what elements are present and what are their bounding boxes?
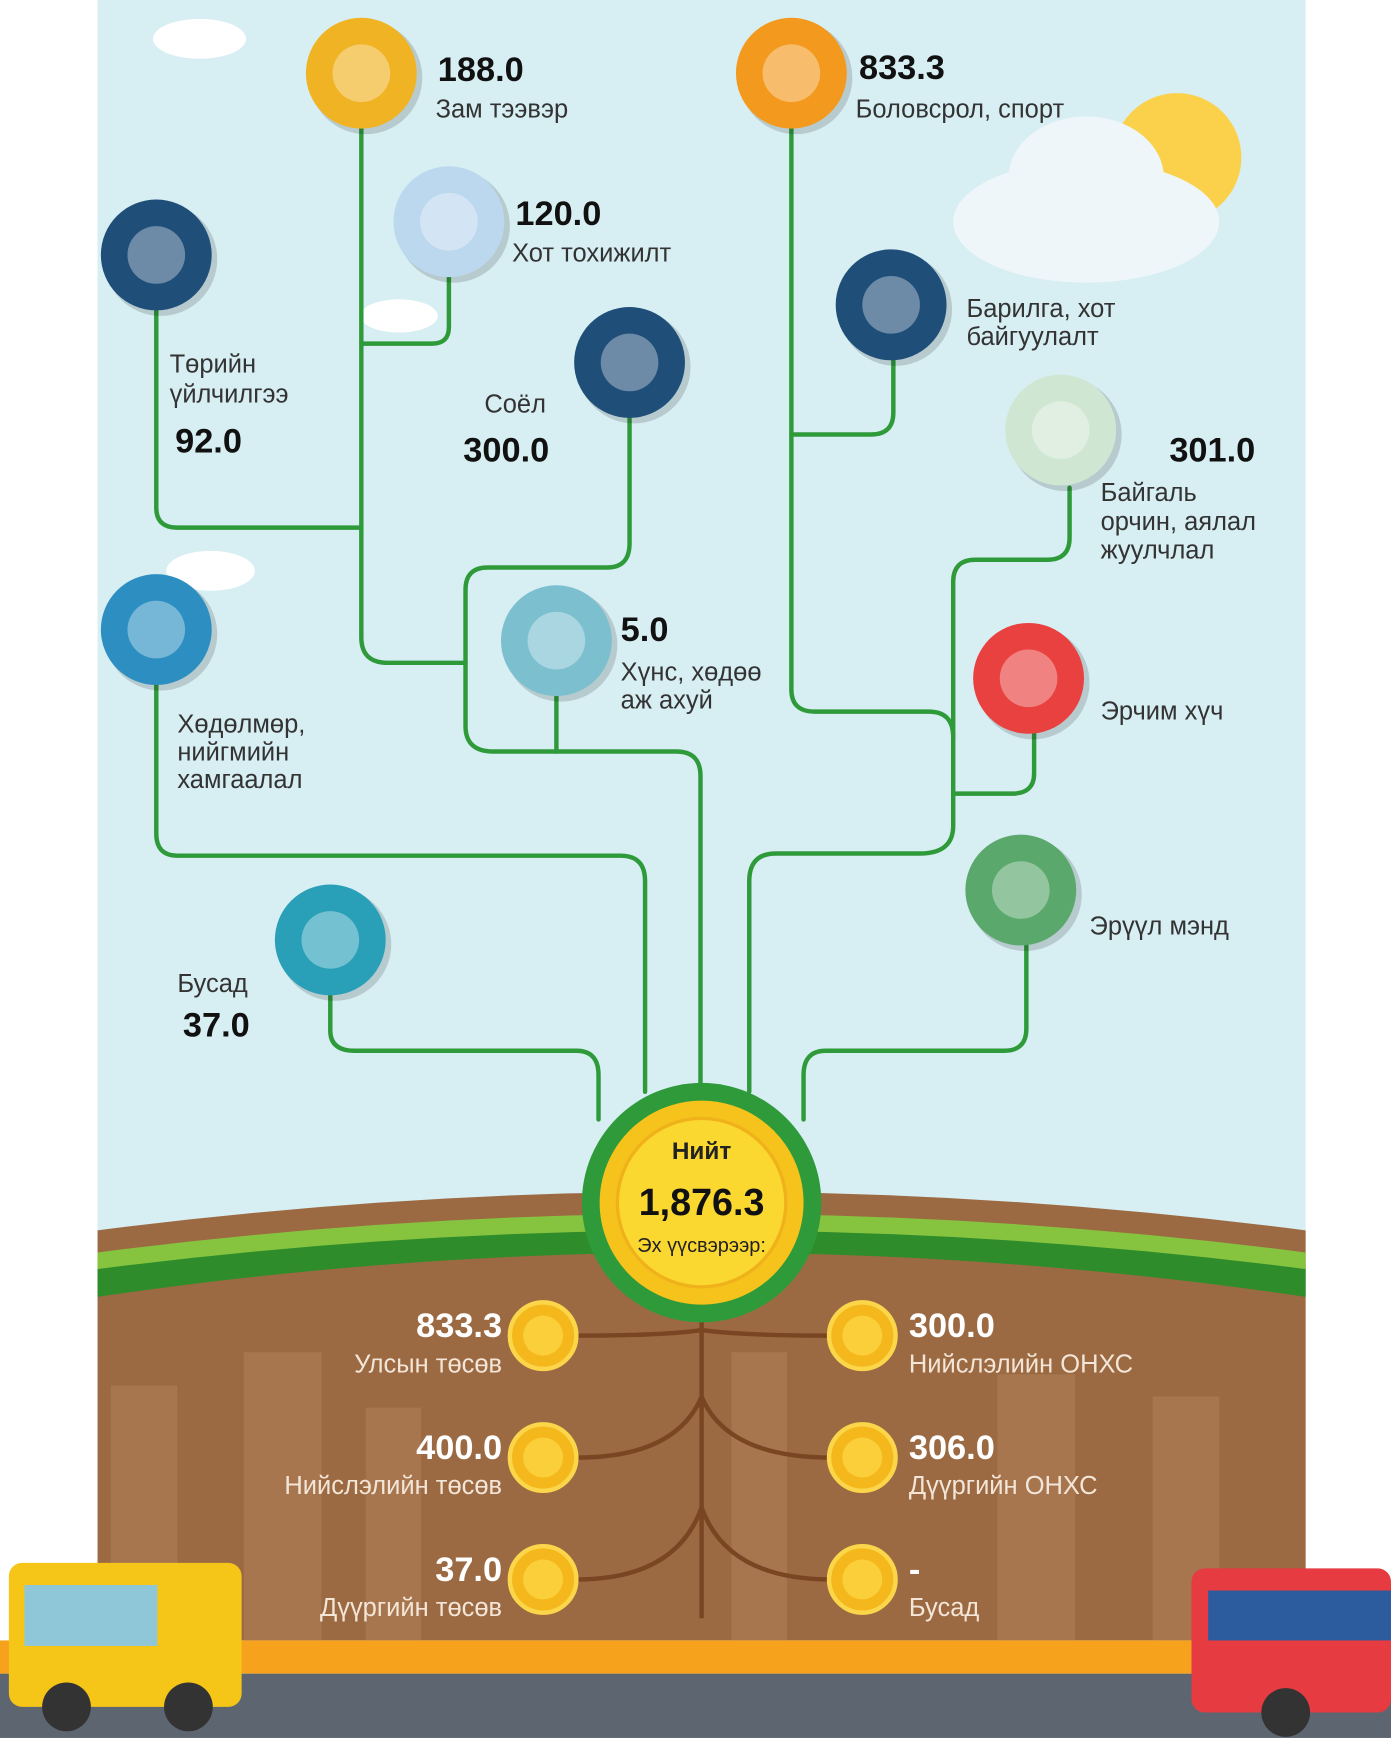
- node-icon-inner: [1000, 650, 1058, 708]
- node-icon-inner: [862, 276, 920, 334]
- node-icon-inner: [992, 861, 1050, 919]
- sector-label: Эрүүл мэнд: [1090, 912, 1230, 940]
- sector-label: Зам тээвэр: [436, 96, 569, 124]
- sector-label: Эрчим хүч: [1101, 697, 1224, 725]
- source-label: Дүүргийн төсөв: [320, 1594, 502, 1622]
- sector-label: орчин, аялал: [1101, 508, 1256, 536]
- sector-label: Боловсрол, спорт: [856, 96, 1065, 124]
- coin-inner: [842, 1316, 882, 1356]
- sector-value: 833.3: [859, 49, 945, 87]
- sector-label: байгуулалт: [966, 323, 1099, 351]
- coin-inner: [523, 1316, 563, 1356]
- sector-label: Бусад: [177, 970, 248, 998]
- sector-label: хамгаалал: [177, 766, 302, 794]
- total-title: Нийт: [672, 1138, 732, 1165]
- sector-label: аж ахуй: [621, 686, 713, 714]
- source-label: Дүүргийн ОНХС: [909, 1472, 1098, 1500]
- source-value: 306.0: [909, 1429, 995, 1467]
- node-icon-inner: [127, 226, 185, 284]
- sector-value: 300.0: [463, 431, 549, 469]
- sector-label: Соёл: [484, 390, 546, 418]
- source-label: Бусад: [909, 1594, 980, 1622]
- source-label: Нийслэлийн төсөв: [284, 1472, 502, 1500]
- coin-inner: [523, 1560, 563, 1600]
- total-value: 1,876.3: [639, 1181, 765, 1223]
- source-label: Нийслэлийн ОНХС: [909, 1350, 1133, 1378]
- sector-label: үйлчилгээ: [170, 380, 289, 408]
- node-icon-inner: [127, 601, 185, 659]
- source-value: 400.0: [416, 1429, 502, 1467]
- total-subtitle: Эх үүсвэрээр:: [637, 1235, 766, 1257]
- sector-value: 92.0: [175, 422, 242, 460]
- sector-label: Төрийн: [170, 351, 256, 379]
- node-icon-inner: [301, 911, 359, 969]
- sector-value: 120.0: [515, 195, 601, 233]
- node-icon-inner: [763, 44, 821, 102]
- sector-label: Байгаль: [1101, 479, 1197, 507]
- node-icon-inner: [601, 334, 659, 392]
- sector-label: жуулчлал: [1101, 537, 1215, 565]
- sector-value: 188.0: [438, 51, 524, 89]
- node-icon-inner: [1032, 401, 1090, 459]
- node-icon-inner: [528, 612, 586, 670]
- coin-inner: [842, 1560, 882, 1600]
- source-value: -: [909, 1551, 920, 1589]
- sector-label: Барилга, хот: [966, 295, 1115, 323]
- source-value: 37.0: [435, 1551, 502, 1589]
- source-value: 833.3: [416, 1307, 502, 1345]
- source-label: Улсын төсөв: [354, 1350, 502, 1378]
- sector-label: нийгмийн: [177, 738, 289, 766]
- sector-value: 301.0: [1169, 431, 1255, 469]
- node-icon-inner: [420, 193, 478, 251]
- red-bus: [1191, 1568, 1391, 1736]
- total-node: Нийт 1,876.3 Эх үүсвэрээр:: [582, 1083, 821, 1322]
- sector-label: Хөдөлмөр,: [177, 711, 305, 739]
- infographic: 188.0 Зам тээвэр 833.3 Боловсрол, спорт 120.…: [0, 0, 1391, 1738]
- sector-label: Хот тохижилт: [512, 240, 671, 268]
- source-value: 300.0: [909, 1307, 995, 1345]
- coin-inner: [523, 1438, 563, 1478]
- yellow-bus: [9, 1563, 242, 1731]
- sector-value: 37.0: [183, 1007, 250, 1045]
- coin-inner: [842, 1438, 882, 1478]
- node-icon-inner: [333, 44, 391, 102]
- sector-label: Хүнс, хөдөө: [621, 659, 762, 687]
- sector-value: 5.0: [621, 611, 669, 649]
